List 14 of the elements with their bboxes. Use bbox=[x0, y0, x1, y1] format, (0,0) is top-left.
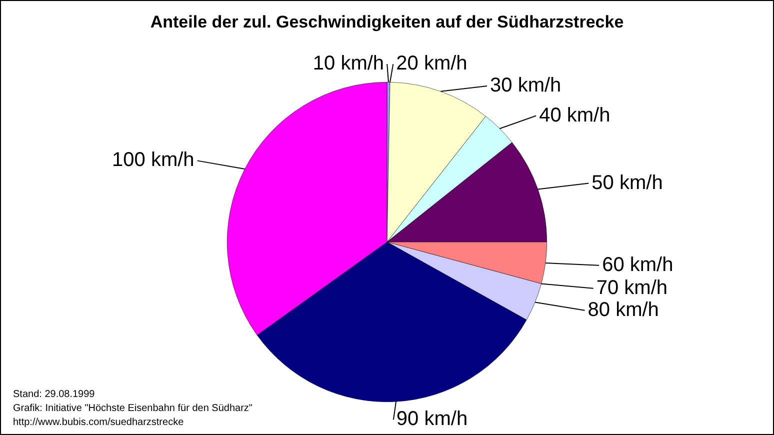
slice-label: 10 km/h bbox=[312, 52, 384, 75]
slice-label: 40 km/h bbox=[539, 104, 610, 126]
chart-title: Anteile der zul. Geschwindigkeiten auf der Südharzstrecke bbox=[150, 12, 624, 32]
legend-label: 20 km/h bbox=[396, 52, 468, 75]
slice-label: 60 km/h bbox=[602, 254, 674, 276]
slice-label: 80 km/h bbox=[588, 298, 659, 321]
text: http://www.bubis.com/suedharzstrecke bbox=[13, 416, 184, 428]
slice-label: 50 km/h bbox=[592, 172, 663, 194]
legend-label: 70 km/h bbox=[596, 276, 668, 299]
slice-label: 100 km/h bbox=[112, 149, 194, 172]
text: Stand: 29.08.1999 bbox=[13, 388, 96, 400]
slice-label: 30 km/h bbox=[490, 74, 562, 97]
text: Grafik: Initiative "Höchste Eisenbahn für den Südharz" bbox=[13, 402, 253, 414]
slice-label: 90 km/h bbox=[396, 408, 468, 430]
